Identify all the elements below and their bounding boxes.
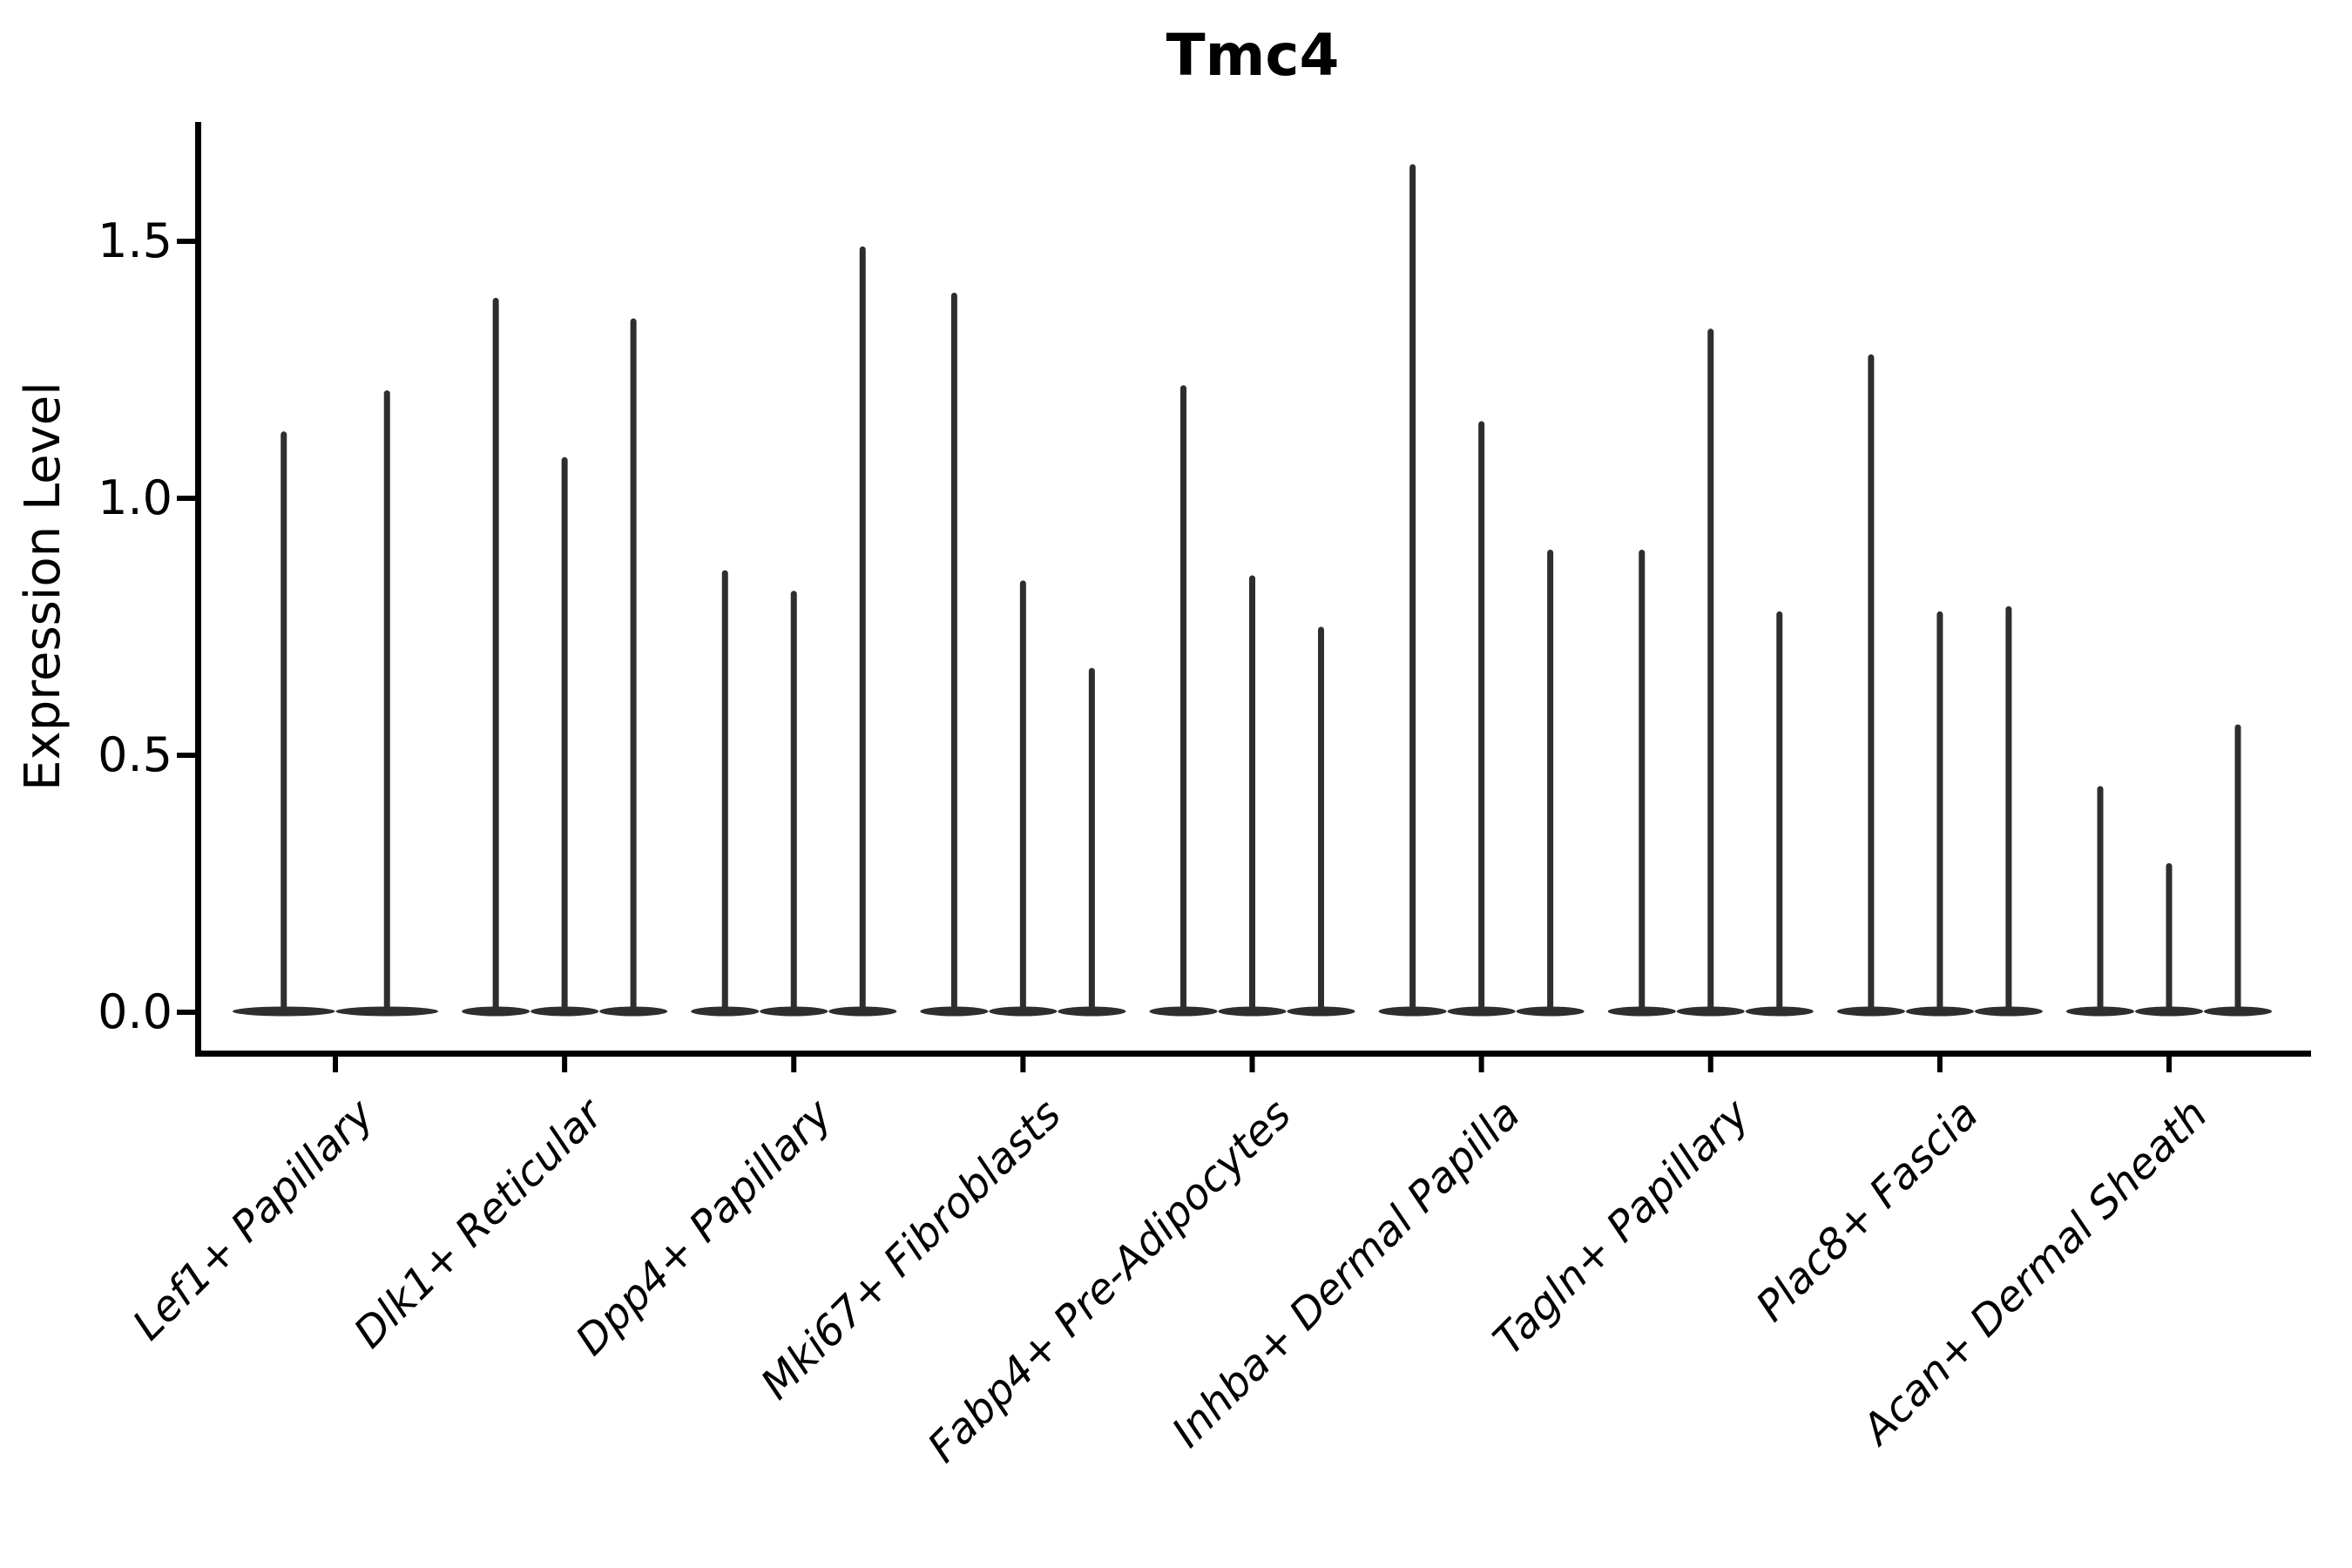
violin-max-spike: [1409, 164, 1416, 1014]
y-tick-mark: [177, 753, 195, 758]
violin-max-spike: [1318, 626, 1324, 1014]
x-tick-mark: [1249, 1057, 1255, 1072]
violin-max-spike: [1868, 354, 1875, 1014]
violin-max-spike: [280, 431, 287, 1014]
violin-max-spike: [2234, 724, 2241, 1014]
violin-max-spike: [1639, 550, 1646, 1014]
y-tick-label-1.0: 1.0: [98, 470, 172, 525]
y-tick-mark: [177, 239, 195, 244]
violin-max-spike: [2005, 605, 2012, 1014]
violin-max-spike: [1478, 421, 1485, 1014]
x-tick-mark: [1936, 1057, 1943, 1072]
violin-max-spike: [383, 390, 390, 1015]
violin-max-spike: [950, 293, 957, 1014]
violin-max-spike: [790, 591, 797, 1014]
violin-max-spike: [561, 456, 568, 1014]
violin-max-spike: [721, 570, 728, 1014]
violin-max-spike: [630, 318, 637, 1014]
violin-max-spike: [1180, 385, 1186, 1014]
x-tick-mark: [562, 1057, 568, 1072]
violin-max-spike: [1936, 611, 1943, 1014]
x-tick-mark: [1707, 1057, 1713, 1072]
violin-max-spike: [2166, 862, 2173, 1014]
violin-max-spike: [1249, 575, 1255, 1014]
y-tick-label-0.5: 0.5: [98, 727, 172, 782]
violin-max-spike: [1707, 328, 1714, 1014]
violin-max-spike: [1019, 580, 1026, 1014]
x-tick-mark: [2166, 1057, 2172, 1072]
x-tick-mark: [1478, 1057, 1484, 1072]
violin-max-spike: [2097, 786, 2104, 1014]
y-tick-label-0.0: 0.0: [98, 984, 172, 1039]
x-axis-spine: [195, 1051, 2311, 1057]
violin-max-spike: [492, 297, 499, 1014]
y-axis-spine: [195, 122, 201, 1057]
violin-max-spike: [859, 246, 866, 1014]
x-tick-mark: [1020, 1057, 1026, 1072]
violin-max-spike: [1088, 667, 1095, 1014]
chart-title: Tmc4: [1166, 22, 1340, 89]
y-axis-label: Expression Level: [15, 382, 71, 791]
y-tick-mark: [177, 1010, 195, 1015]
violin-max-spike: [1776, 611, 1783, 1014]
y-tick-mark: [177, 496, 195, 501]
x-tick-mark: [333, 1057, 338, 1072]
y-tick-label-1.5: 1.5: [98, 213, 172, 268]
x-tick-mark: [791, 1057, 797, 1072]
violin-max-spike: [1547, 550, 1554, 1014]
